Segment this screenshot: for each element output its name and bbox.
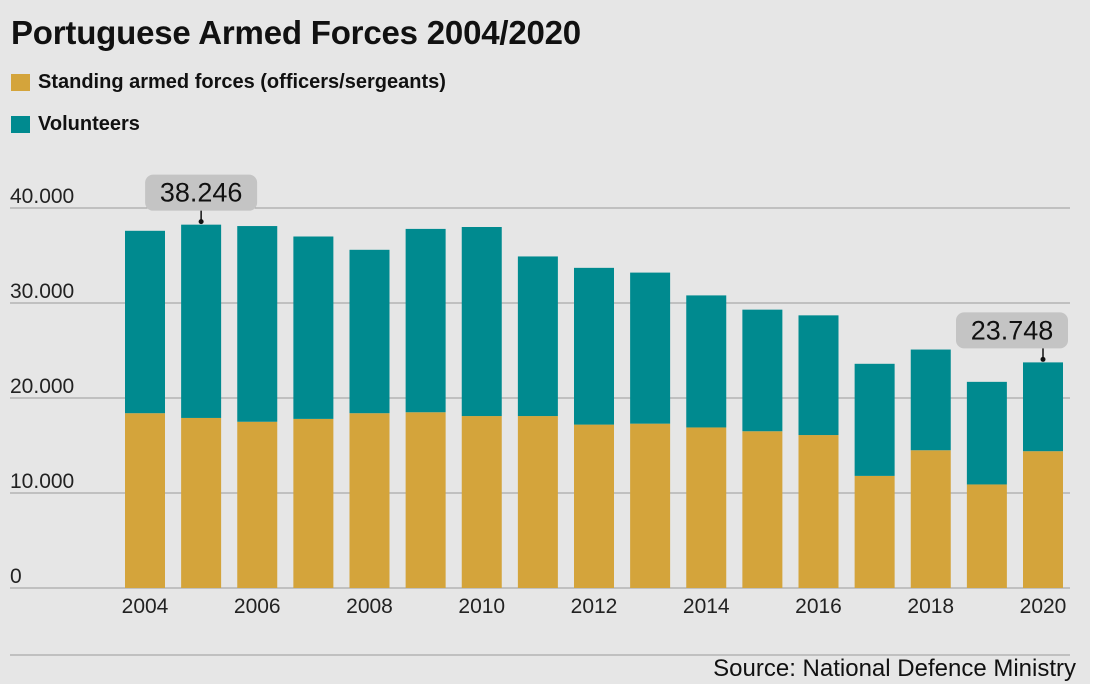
- bar-volunteers: [910, 349, 951, 451]
- bar-volunteers: [125, 230, 165, 414]
- bar-volunteers: [574, 267, 614, 425]
- bar-standing: [237, 421, 278, 588]
- bar-volunteers: [237, 226, 278, 422]
- bar-standing: [1023, 451, 1063, 588]
- bar-standing: [910, 450, 951, 588]
- x-tick-label: 2014: [683, 595, 730, 618]
- bar-standing: [461, 416, 502, 588]
- y-tick-label: 10.000: [10, 470, 74, 493]
- x-tick-label: 2004: [122, 595, 169, 618]
- y-tick-label: 40.000: [10, 185, 74, 208]
- bar-standing: [686, 427, 727, 588]
- x-tick-label: 2006: [234, 595, 281, 618]
- x-tick-label: 2018: [907, 595, 954, 618]
- bar-standing: [854, 475, 895, 588]
- x-tick-label: 2010: [458, 595, 505, 618]
- source-note: Source: National Defence Ministry: [713, 655, 1076, 682]
- bar-volunteers: [1023, 362, 1063, 452]
- bar-volunteers: [181, 224, 222, 418]
- bar-volunteers: [742, 309, 783, 432]
- annotation-label: 38.246: [160, 178, 243, 208]
- bar-standing: [125, 413, 165, 588]
- legend-item-volunteers: Volunteers: [11, 113, 140, 136]
- bar-standing: [798, 435, 839, 588]
- bar-standing: [405, 412, 446, 588]
- bar-standing: [181, 417, 222, 588]
- bar-volunteers: [630, 272, 671, 424]
- legend-item-standing: Standing armed forces (officers/sergeant…: [11, 71, 446, 94]
- bar-volunteers: [517, 256, 558, 417]
- legend-label-standing: Standing armed forces (officers/sergeant…: [38, 71, 446, 93]
- bar-standing: [742, 431, 783, 588]
- annotation-label: 23.748: [971, 315, 1054, 345]
- bar-volunteers: [798, 315, 839, 436]
- legend-swatch-standing: [11, 74, 30, 91]
- legend-label-volunteers: Volunteers: [38, 113, 140, 135]
- x-tick-label: 2020: [1020, 595, 1067, 618]
- bar-volunteers: [966, 381, 1007, 485]
- legend-swatch-volunteers: [11, 116, 30, 133]
- y-tick-label: 20.000: [10, 375, 74, 398]
- bar-standing: [293, 418, 334, 588]
- bar-standing: [517, 416, 558, 588]
- bar-volunteers: [293, 236, 334, 419]
- bar-standing: [574, 424, 614, 588]
- x-tick-label: 2016: [795, 595, 842, 618]
- annotation-dot: [1040, 356, 1046, 362]
- bar-standing: [966, 484, 1007, 588]
- chart-title: Portuguese Armed Forces 2004/2020: [11, 14, 581, 51]
- bar-volunteers: [854, 363, 895, 476]
- annotation-dot: [198, 219, 204, 225]
- y-tick-label: 0: [10, 565, 22, 588]
- bar-volunteers: [461, 227, 502, 417]
- annotation-box: [145, 174, 258, 211]
- bar-standing: [349, 413, 390, 588]
- annotation-box: [956, 312, 1068, 349]
- bar-volunteers: [405, 228, 446, 413]
- x-tick-label: 2012: [571, 595, 618, 618]
- x-tick-label: 2008: [346, 595, 393, 618]
- bar-volunteers: [686, 295, 727, 428]
- y-tick-label: 30.000: [10, 280, 74, 303]
- bar-standing: [630, 423, 671, 588]
- bar-volunteers: [349, 249, 390, 414]
